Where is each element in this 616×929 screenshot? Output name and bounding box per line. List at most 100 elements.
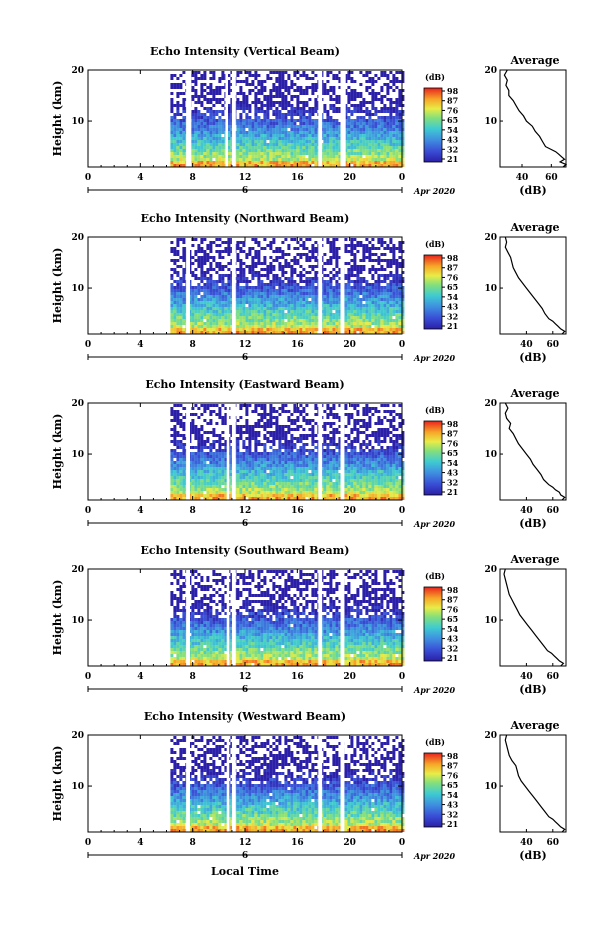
day-label: 6 (242, 685, 248, 695)
profile-x-tick-label: 40 (520, 672, 533, 682)
profile-x-tick-label: 60 (545, 173, 558, 183)
data-gap (340, 70, 346, 167)
x-tick-label: 0 (85, 173, 91, 183)
x-tick-label: 20 (343, 838, 356, 848)
data-gap (231, 735, 236, 832)
colorbar-tick-label: 43 (447, 634, 459, 644)
colorbar-tick-label: 43 (447, 800, 459, 810)
x-tick-label: 8 (190, 340, 196, 350)
x-tick-label: 16 (291, 838, 304, 848)
colorbar-tick-label: 87 (447, 263, 458, 273)
x-tick-label: 0 (399, 838, 405, 848)
profile-title: Average (509, 719, 559, 732)
colorbar-tick-label: 54 (447, 125, 459, 135)
profile-frame (499, 568, 567, 667)
data-gap (186, 735, 190, 832)
heatmap-cells (170, 736, 405, 832)
date-label: Apr 2020 (413, 353, 456, 363)
profile-line (504, 402, 566, 501)
profile-y-tick-label: 10 (484, 782, 497, 792)
colorbar-tick-label: 65 (447, 780, 458, 790)
profile-frame (499, 236, 567, 335)
colorbar-tick-label: 43 (447, 468, 459, 478)
data-gap (186, 569, 190, 666)
profile-y-tick-label: 10 (484, 284, 497, 294)
x-tick-label: 0 (85, 506, 91, 516)
data-gap (186, 70, 192, 167)
colorbar-tick-label: 98 (447, 751, 459, 761)
date-label: Apr 2020 (413, 851, 456, 861)
colorbar-tick-label: 76 (447, 604, 459, 614)
y-axis-label: Height (km) (51, 414, 64, 490)
x-tick-label: 0 (85, 838, 91, 848)
date-label: Apr 2020 (413, 186, 456, 196)
colorbar-unit: (dB) (425, 239, 445, 249)
profile-line (503, 568, 565, 667)
colorbar-tick-label: 98 (447, 253, 459, 263)
profile-x-tick-label: 40 (520, 340, 533, 350)
heatmap-cells (170, 238, 405, 334)
profile-y-tick-label: 20 (484, 731, 497, 741)
x-tick-label: 16 (291, 672, 304, 682)
profile-line (504, 734, 566, 833)
x-tick-label: 16 (291, 506, 304, 516)
x-tick-label: 0 (85, 672, 91, 682)
x-tick-label: 12 (239, 173, 252, 183)
data-gap (186, 403, 190, 500)
colorbar (423, 752, 443, 828)
colorbar-tick-label: 76 (447, 105, 459, 115)
profile-frame (499, 69, 567, 168)
average-profile: Average 40 60 20 10 (dB) (484, 719, 567, 862)
colorbar-tick-label: 32 (447, 809, 458, 819)
x-tick-label: 16 (291, 173, 304, 183)
colorbar-tick-label: 21 (447, 154, 458, 164)
colorbar-tick-label: 21 (447, 321, 458, 331)
colorbar-tick-label: 87 (447, 429, 458, 439)
x-tick-label: 0 (399, 506, 405, 516)
profile-line (504, 236, 566, 335)
profile-x-tick-label: 60 (547, 506, 560, 516)
colorbar (423, 586, 443, 662)
data-gap (318, 403, 323, 500)
y-tick-label: 10 (71, 450, 84, 460)
day-label: 6 (242, 186, 248, 196)
data-gap (231, 237, 236, 334)
data-gap (231, 70, 236, 167)
data-gap (226, 569, 230, 666)
y-tick-label: 20 (71, 66, 84, 76)
data-gap (231, 403, 236, 500)
profile-line (503, 69, 568, 168)
colorbar-tick-label: 54 (447, 292, 459, 302)
colorbar-tick-label: 65 (447, 115, 458, 125)
x-tick-label: 20 (343, 506, 356, 516)
profile-x-label: (dB) (519, 849, 546, 862)
colorbar (423, 87, 443, 163)
profile-title: Average (509, 54, 559, 67)
panel-title: Echo Intensity (Westward Beam) (144, 710, 346, 723)
date-label: Apr 2020 (413, 519, 456, 529)
x-tick-label: 8 (190, 506, 196, 516)
x-tick-label: 20 (343, 672, 356, 682)
colorbar (423, 420, 443, 496)
profile-title: Average (509, 387, 559, 400)
colorbar-tick-label: 21 (447, 819, 458, 829)
x-tick-label: 16 (291, 340, 304, 350)
profile-x-label: (dB) (519, 683, 546, 696)
data-gap (340, 237, 345, 334)
profile-title: Average (509, 221, 559, 234)
profile-y-tick-label: 20 (484, 233, 497, 243)
x-tick-label: 8 (190, 838, 196, 848)
data-gap (226, 735, 230, 832)
y-tick-label: 20 (71, 565, 84, 575)
colorbar-tick-label: 21 (447, 653, 458, 663)
data-gap (318, 70, 323, 167)
colorbar (423, 254, 443, 330)
panel-title: Echo Intensity (Southward Beam) (141, 544, 350, 557)
average-profile: Average 40 60 20 10 (dB) (484, 387, 567, 530)
date-label: Apr 2020 (413, 685, 456, 695)
x-tick-label: 20 (343, 340, 356, 350)
panel-1: Echo Intensity (Vertical Beam) 0 4 8 12 16 20 0… (51, 45, 568, 197)
profile-frame (499, 734, 567, 833)
day-label: 6 (242, 519, 248, 529)
average-profile: Average 40 60 20 10 (dB) (484, 221, 567, 364)
